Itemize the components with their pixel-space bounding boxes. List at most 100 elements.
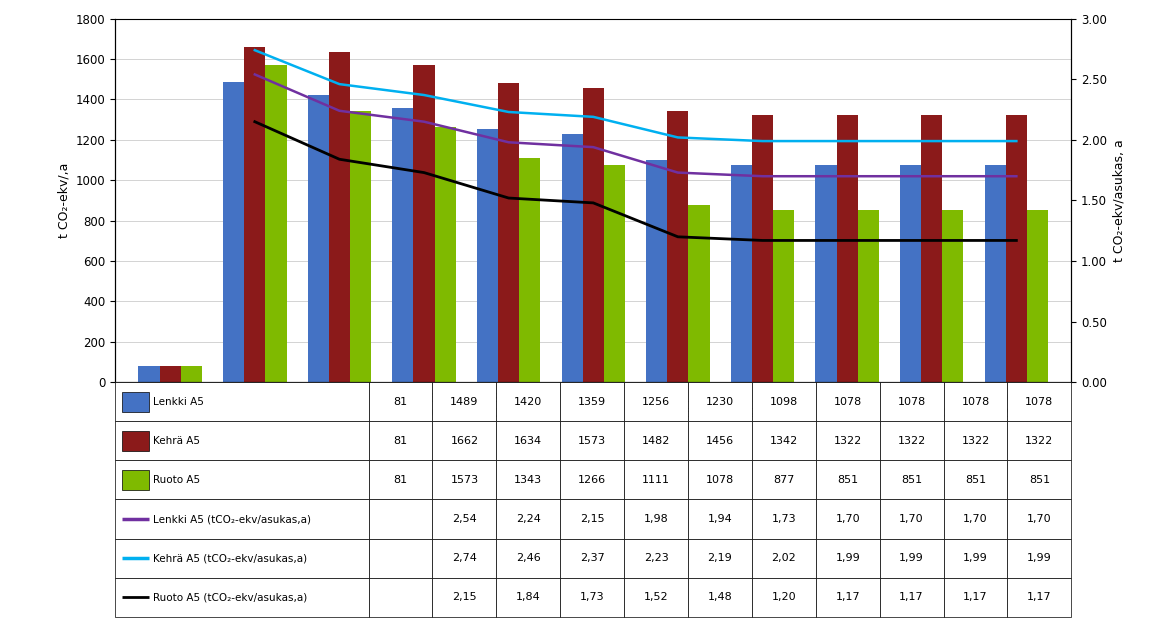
Bar: [836, 115, 858, 383]
Text: 1078: 1078: [1025, 397, 1054, 407]
Text: 1,17: 1,17: [835, 592, 861, 602]
Text: 1322: 1322: [897, 436, 926, 446]
Text: 1,99: 1,99: [963, 553, 988, 563]
Bar: [816, 383, 880, 421]
Bar: [1008, 460, 1071, 500]
Bar: [560, 383, 624, 421]
Text: 1,52: 1,52: [644, 592, 668, 602]
Bar: [880, 578, 943, 617]
Bar: [752, 500, 816, 539]
Text: 1359: 1359: [578, 397, 606, 407]
Bar: [369, 460, 432, 500]
Bar: [122, 392, 149, 412]
Text: 2,15: 2,15: [452, 592, 477, 602]
Bar: [122, 470, 149, 490]
Bar: [115, 421, 369, 460]
Bar: [752, 460, 816, 500]
Text: 1098: 1098: [770, 397, 798, 407]
Bar: [414, 65, 434, 383]
Text: 1078: 1078: [962, 397, 990, 407]
Text: 2,15: 2,15: [579, 514, 605, 524]
Text: 1420: 1420: [514, 397, 543, 407]
Text: 1,70: 1,70: [900, 514, 924, 524]
Text: Ruoto A5: Ruoto A5: [153, 475, 200, 485]
Text: 1,98: 1,98: [644, 514, 668, 524]
Bar: [432, 539, 497, 578]
Bar: [1006, 115, 1026, 383]
Text: 1,70: 1,70: [1028, 514, 1052, 524]
Bar: [943, 539, 1008, 578]
Text: 1,17: 1,17: [1028, 592, 1052, 602]
Text: 2,23: 2,23: [644, 553, 668, 563]
Bar: [624, 460, 688, 500]
Bar: [1008, 578, 1071, 617]
Bar: [181, 366, 202, 383]
Bar: [328, 52, 350, 383]
Text: 1266: 1266: [578, 475, 606, 485]
Bar: [583, 88, 604, 383]
Text: 1,20: 1,20: [772, 592, 796, 602]
Bar: [520, 158, 540, 383]
Text: 2,02: 2,02: [772, 553, 796, 563]
Text: 1343: 1343: [514, 475, 543, 485]
Y-axis label: t CO₂-ekv/,a: t CO₂-ekv/,a: [58, 163, 70, 238]
Text: 877: 877: [773, 475, 795, 485]
Bar: [624, 500, 688, 539]
Bar: [624, 383, 688, 421]
Bar: [922, 115, 942, 383]
Bar: [369, 539, 432, 578]
Text: 1573: 1573: [450, 475, 478, 485]
Text: Ruoto A5 (tCO₂-ekv/asukas,a): Ruoto A5 (tCO₂-ekv/asukas,a): [153, 592, 308, 602]
Text: 1230: 1230: [706, 397, 734, 407]
Y-axis label: t CO₂-ekv/asukas, a: t CO₂-ekv/asukas, a: [1113, 139, 1126, 262]
Bar: [943, 578, 1008, 617]
Bar: [497, 421, 560, 460]
Bar: [115, 383, 369, 421]
Bar: [816, 460, 880, 500]
Bar: [244, 47, 265, 383]
Text: 1078: 1078: [834, 397, 862, 407]
Bar: [497, 539, 560, 578]
Bar: [498, 83, 520, 383]
Bar: [688, 460, 752, 500]
Text: 1489: 1489: [450, 397, 478, 407]
Bar: [688, 539, 752, 578]
Bar: [432, 383, 497, 421]
Text: 1322: 1322: [834, 436, 862, 446]
Bar: [943, 500, 1008, 539]
Bar: [115, 539, 369, 578]
Bar: [369, 500, 432, 539]
Bar: [688, 421, 752, 460]
Text: 81: 81: [394, 436, 408, 446]
Text: 2,54: 2,54: [452, 514, 477, 524]
Bar: [688, 500, 752, 539]
Bar: [434, 126, 456, 383]
Bar: [752, 539, 816, 578]
Bar: [432, 460, 497, 500]
Text: 1,70: 1,70: [835, 514, 861, 524]
Bar: [816, 539, 880, 578]
Text: 2,24: 2,24: [516, 514, 540, 524]
Text: 1,17: 1,17: [963, 592, 987, 602]
Text: 1322: 1322: [1025, 436, 1054, 446]
Bar: [880, 421, 943, 460]
Bar: [858, 211, 879, 383]
Text: 851: 851: [838, 475, 858, 485]
Text: 1078: 1078: [897, 397, 926, 407]
Bar: [943, 460, 1008, 500]
Text: Kehrä A5: Kehrä A5: [153, 436, 200, 446]
Bar: [369, 578, 432, 617]
Bar: [1008, 383, 1071, 421]
Bar: [223, 82, 244, 383]
Bar: [115, 578, 369, 617]
Bar: [477, 128, 498, 383]
Bar: [560, 578, 624, 617]
Text: 1111: 1111: [642, 475, 670, 485]
Bar: [497, 383, 560, 421]
Bar: [752, 115, 773, 383]
Bar: [1026, 211, 1048, 383]
Bar: [816, 164, 836, 383]
Bar: [560, 539, 624, 578]
Bar: [688, 578, 752, 617]
Bar: [1008, 539, 1071, 578]
